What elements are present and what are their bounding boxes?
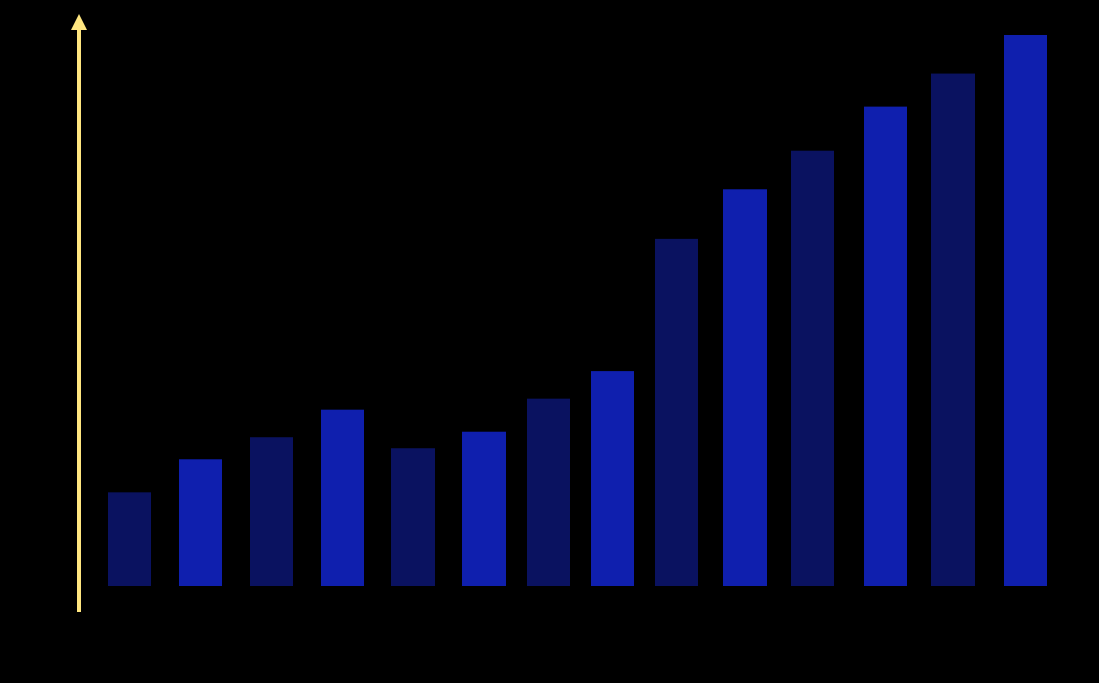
bar-9 (655, 238, 698, 586)
bar-2 (179, 459, 222, 586)
bar-6 (462, 431, 506, 586)
bar-12 (864, 106, 907, 586)
bar-4 (321, 409, 364, 586)
bars-group (108, 35, 1047, 586)
bar-11 (791, 150, 834, 586)
bar-5 (391, 448, 435, 586)
bar-7 (527, 398, 570, 586)
bar-10 (723, 189, 767, 586)
bar-14 (1004, 35, 1047, 586)
y-axis-arrow-icon (71, 14, 87, 30)
bar-1 (108, 492, 151, 586)
bar-3 (250, 437, 293, 586)
bar-13 (931, 73, 975, 586)
bar-8 (591, 371, 634, 586)
